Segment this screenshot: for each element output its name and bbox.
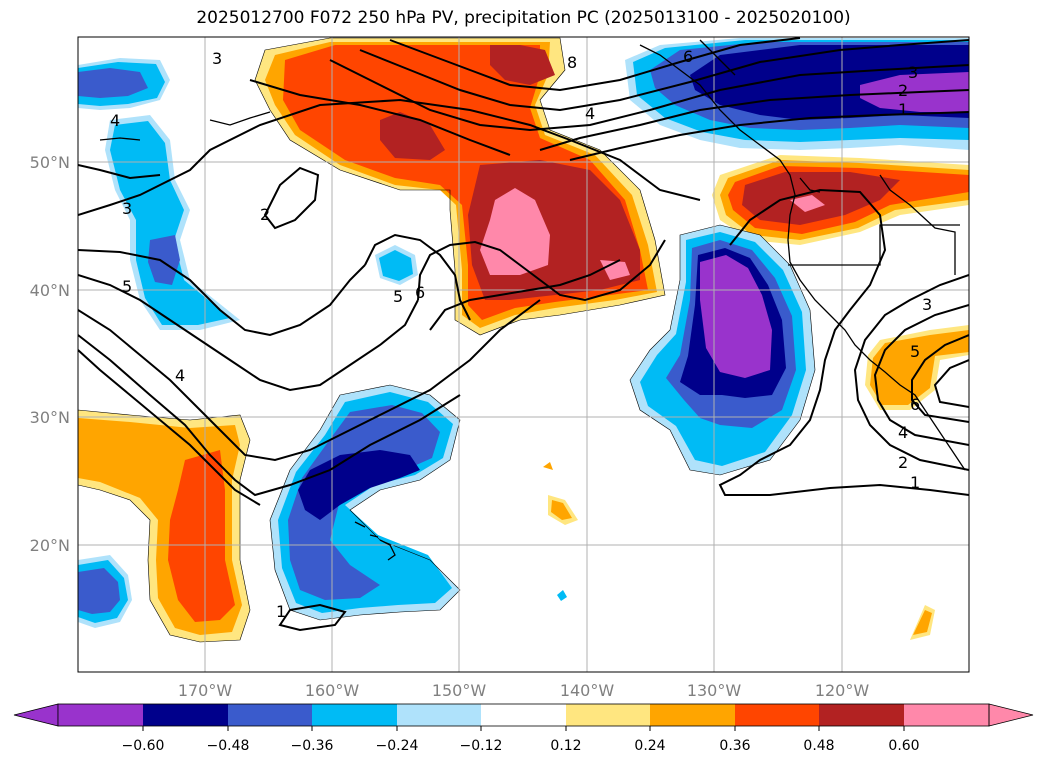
- contour-label: 2: [260, 205, 270, 224]
- lat-label: 30°N: [30, 408, 70, 427]
- colorbar-extend-high: [988, 703, 1034, 727]
- colorbar-frame: [57, 703, 990, 727]
- negative-anomaly-west: [78, 58, 418, 330]
- colorbar-bin: [228, 704, 312, 726]
- colorbar-tick-label: −0.48: [207, 738, 250, 754]
- colorbar-bin: [58, 704, 143, 726]
- contour-label: 4: [175, 366, 185, 385]
- map-panel: 3 4 2 3 5 4 5 6 8 4 6 3 2 1 3 5 6 4 2 1 …: [78, 37, 969, 672]
- colorbar-tick-label: 0.24: [634, 738, 665, 754]
- contour-label: 6: [910, 395, 920, 414]
- lat-label: 50°N: [30, 153, 70, 172]
- lat-label: 20°N: [30, 536, 70, 555]
- contour-label: 4: [898, 423, 908, 442]
- negative-anomaly-hawaii: [78, 385, 567, 628]
- lon-label: 120°W: [815, 681, 870, 700]
- colorbar-tick-label: 0.12: [550, 738, 581, 754]
- colorbar-bin: [904, 704, 989, 726]
- colorbar-tick-label: 0.60: [888, 738, 919, 754]
- lon-label: 130°W: [687, 681, 742, 700]
- colorbar-tick-label: −0.12: [460, 738, 503, 754]
- lon-label: 150°W: [432, 681, 487, 700]
- positive-anomaly-subtropical: [78, 410, 578, 642]
- map-frame: [77, 36, 970, 673]
- positive-anomaly-northwest: [712, 155, 969, 245]
- pv-contour-labels: 3 4 2 3 5 4 5 6 8 4 6 3 2 1 3 5 6 4 2 1 …: [110, 47, 932, 621]
- colorbar-bin: [819, 704, 904, 726]
- colorbar-bin: [397, 704, 481, 726]
- colorbar-ticks: [142, 726, 905, 731]
- colorbar-bin: [312, 704, 397, 726]
- lon-label: 140°W: [560, 681, 615, 700]
- contour-label: 6: [683, 47, 693, 66]
- contour-label: 1: [276, 602, 286, 621]
- contour-label: 4: [110, 111, 120, 130]
- contour-label: 2: [898, 81, 908, 100]
- colorbar-extend-low: [13, 703, 59, 727]
- colorbar-tick-label: 0.36: [719, 738, 750, 754]
- contour-label: 6: [415, 283, 425, 302]
- negative-anomaly-north: [625, 38, 969, 150]
- colorbar-bin: [143, 704, 228, 726]
- contour-label: 8: [567, 53, 577, 72]
- contour-label: 3: [922, 295, 932, 314]
- contour-label: 3: [908, 63, 918, 82]
- contour-label: 5: [393, 287, 403, 306]
- map-title: 2025012700 F072 250 hPa PV, precipitatio…: [196, 8, 851, 28]
- colorbar-bin: [481, 704, 566, 726]
- contour-label: 1: [910, 473, 920, 492]
- positive-anomaly-central: [255, 38, 665, 335]
- colorbar-bin: [735, 704, 819, 726]
- contour-label: 4: [585, 104, 595, 123]
- colorbar-tick-label: −0.60: [122, 738, 165, 754]
- pv-contours: [78, 37, 969, 632]
- graticule: [78, 37, 969, 672]
- contour-label: 3: [122, 199, 132, 218]
- contour-label: 5: [910, 342, 920, 361]
- contour-label: 5: [122, 277, 132, 296]
- latitude-labels: 50°N 40°N 30°N 20°N: [30, 153, 70, 555]
- lat-label: 40°N: [30, 281, 70, 300]
- lon-label: 160°W: [305, 681, 360, 700]
- colorbar-tick-label: 0.48: [803, 738, 834, 754]
- colorbar: −0.60 −0.48 −0.36 −0.24 −0.12 0.12 0.24 …: [13, 703, 1034, 754]
- contour-label: 1: [898, 100, 908, 119]
- longitude-labels: 170°W 160°W 150°W 140°W 130°W 120°W: [178, 681, 870, 700]
- anomaly-outlines: [78, 37, 816, 643]
- colorbar-bin: [566, 704, 650, 726]
- colorbar-bin: [650, 704, 735, 726]
- lon-label: 170°W: [178, 681, 233, 700]
- contour-label: 2: [898, 453, 908, 472]
- colorbar-tick-label: −0.36: [291, 738, 334, 754]
- contour-label: 3: [212, 49, 222, 68]
- colorbar-tick-label: −0.24: [376, 738, 419, 754]
